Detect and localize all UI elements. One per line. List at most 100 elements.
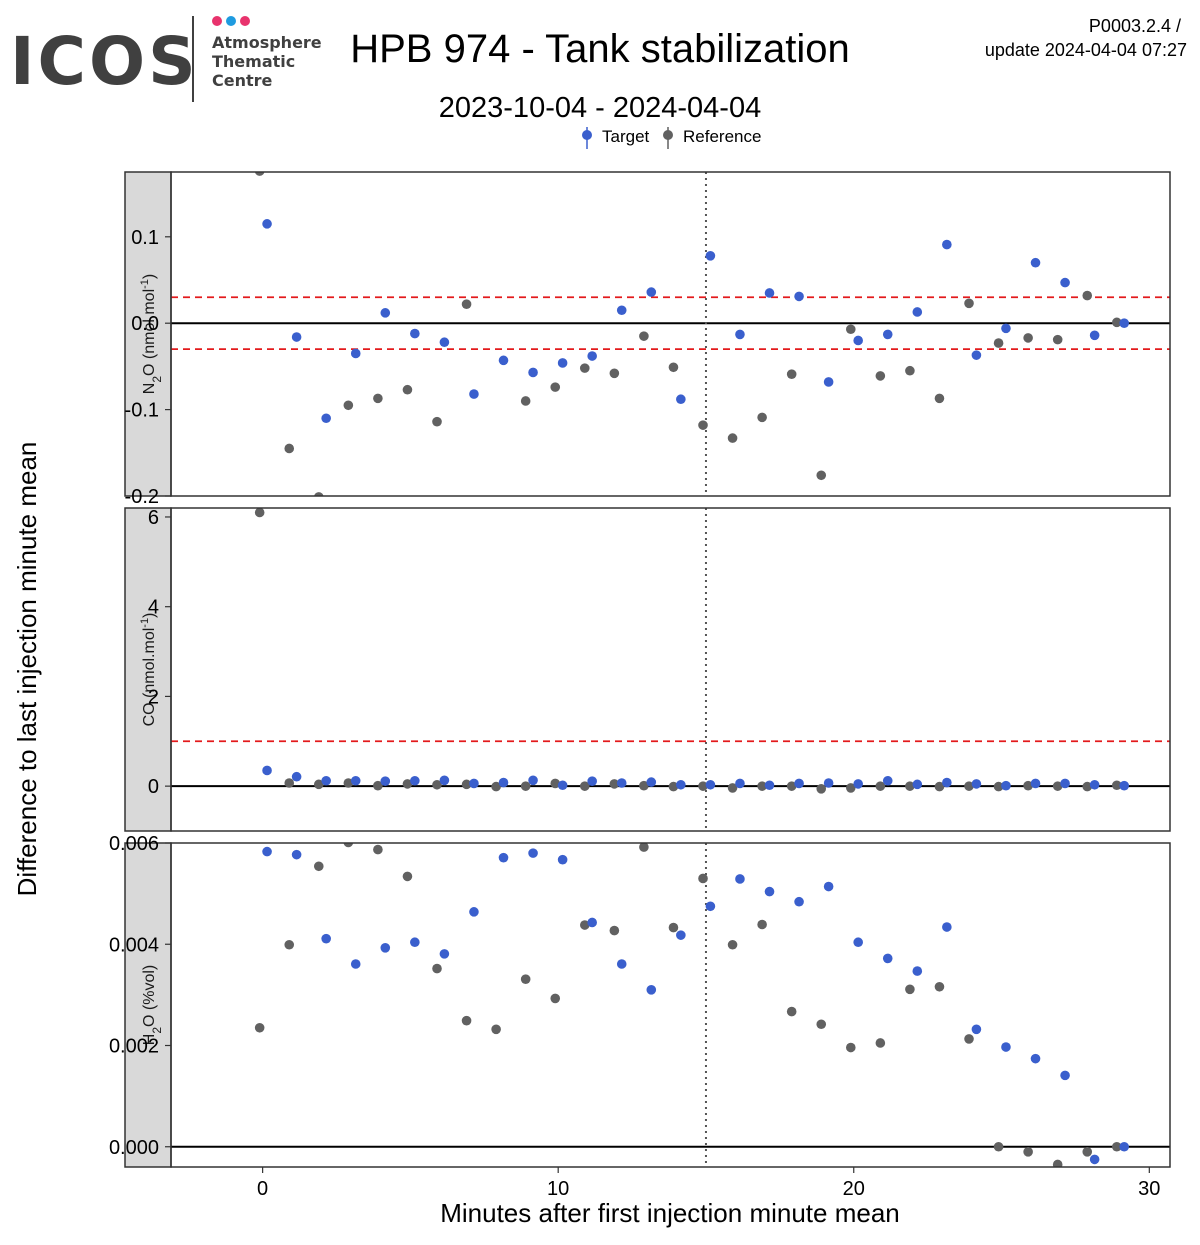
- target-point: [823, 881, 834, 892]
- reference-point: [520, 396, 531, 406]
- target-point: [616, 305, 627, 316]
- target-point: [971, 350, 982, 360]
- reference-point: [343, 400, 354, 411]
- reference-point: [816, 470, 827, 481]
- reference-point: [254, 1022, 265, 1033]
- target-point: [410, 328, 420, 339]
- target-point: [557, 780, 568, 791]
- x-axis: 0 10 20 30: [257, 1167, 1160, 1200]
- reference-point: [905, 365, 915, 376]
- chart-subtitle: 2023-10-04 - 2024-04-04: [439, 92, 761, 124]
- target-point: [1119, 780, 1129, 791]
- reference-point: [786, 1006, 797, 1017]
- reference-point: [816, 784, 827, 794]
- reference-point: [343, 843, 354, 848]
- target-point: [321, 775, 331, 786]
- target-point: [439, 775, 450, 786]
- target-point: [882, 953, 893, 964]
- logo-sub-2: Thematic: [212, 52, 295, 71]
- y-tick-label: 0.006: [109, 833, 159, 855]
- logo-dot-2: [226, 16, 236, 26]
- target-point: [705, 901, 716, 912]
- y-axis-title: Difference to last injection minute mean: [12, 442, 42, 897]
- update-label: update 2024-04-04 07:27: [985, 40, 1187, 60]
- target-point: [321, 933, 331, 944]
- target-point: [942, 239, 952, 250]
- reference-point: [284, 939, 295, 950]
- reference-point: [639, 843, 649, 852]
- y-tick-label: 0.1: [131, 227, 159, 249]
- reference-point: [905, 781, 915, 791]
- reference-point: [816, 1019, 827, 1030]
- reference-point: [993, 781, 1004, 792]
- x-tick-label: 10: [547, 1178, 569, 1200]
- reference-point: [786, 369, 797, 379]
- reference-point: [402, 779, 413, 789]
- strip-label: H2O (%vol): [141, 965, 164, 1045]
- reference-point: [964, 1034, 974, 1044]
- target-point: [971, 1024, 982, 1035]
- reference-point: [727, 433, 738, 443]
- x-tick-label: 30: [1138, 1178, 1160, 1200]
- y-tick-label: 0: [148, 776, 159, 798]
- x-tick-label: 0: [257, 1178, 268, 1200]
- reference-point: [698, 873, 708, 884]
- target-point: [1119, 318, 1129, 329]
- legend-target-marker: [582, 130, 592, 140]
- reference-point: [550, 382, 561, 392]
- target-point: [469, 907, 479, 917]
- logo-dot-1: [212, 16, 222, 26]
- target-point: [882, 775, 893, 786]
- reference-point: [845, 1042, 856, 1053]
- target-point: [676, 394, 686, 405]
- target-point: [1089, 779, 1100, 790]
- reference-point: [639, 331, 649, 341]
- target-point: [912, 966, 923, 976]
- reference-point: [491, 1024, 501, 1035]
- reference-point: [1052, 334, 1063, 345]
- y-tick-label: 6: [148, 507, 159, 529]
- target-point: [676, 930, 686, 940]
- reference-point: [845, 324, 856, 335]
- reference-point: [934, 781, 945, 792]
- chart-title: HPB 974 - Tank stabilization: [350, 27, 850, 71]
- reference-point: [343, 778, 354, 788]
- reference-point: [875, 1038, 886, 1048]
- panel-n2o: N2O (nmol.mol-1) 0.1 0.0 -0.1 -0.2: [124, 171, 1171, 508]
- reference-point: [668, 781, 679, 792]
- target-point: [587, 776, 597, 787]
- target-point: [528, 848, 538, 858]
- reference-point: [550, 778, 561, 789]
- target-point: [1001, 323, 1011, 334]
- target-point: [528, 775, 538, 786]
- reference-point: [905, 984, 915, 995]
- target-point: [764, 780, 775, 791]
- target-point: [823, 778, 834, 788]
- reference-point: [373, 780, 383, 791]
- reference-point: [402, 384, 413, 395]
- reference-point: [875, 371, 886, 381]
- reference-point: [964, 298, 974, 309]
- plot-border: [170, 842, 1171, 1168]
- reference-point: [284, 443, 295, 454]
- target-point: [410, 937, 420, 948]
- target-point: [380, 776, 391, 787]
- y-tick-label: 0.000: [109, 1137, 159, 1159]
- target-point: [498, 777, 509, 788]
- panel-co: CO (nmol.mol-1) 6 4 2 0: [124, 507, 1171, 832]
- target-point: [350, 348, 361, 359]
- target-point: [1089, 1154, 1100, 1165]
- reference-point: [727, 783, 738, 793]
- target-point: [350, 775, 361, 786]
- target-point: [498, 852, 509, 863]
- legend-reference-marker: [663, 130, 673, 140]
- reference-point: [757, 781, 767, 791]
- target-point: [380, 308, 391, 318]
- y-tick-label: -0.2: [125, 486, 159, 508]
- target-point: [676, 779, 686, 790]
- target-point: [262, 219, 272, 229]
- reference-point: [1023, 333, 1033, 343]
- reference-point: [313, 861, 324, 872]
- reference-point: [461, 779, 472, 790]
